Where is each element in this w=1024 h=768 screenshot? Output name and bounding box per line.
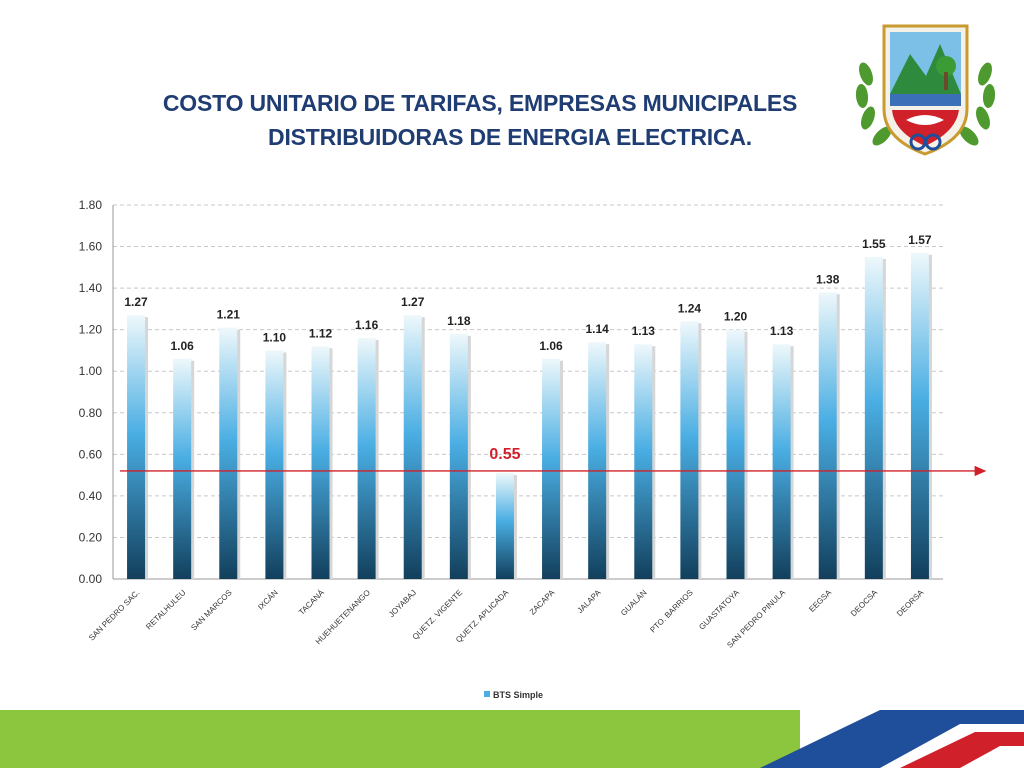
legend: BTS Simple (484, 690, 543, 700)
bar (588, 342, 607, 579)
data-label: 1.06 (170, 339, 194, 353)
x-category-label: GUALÁN (619, 588, 649, 618)
x-category-label: EEGSA (807, 588, 833, 614)
data-label: 1.38 (816, 272, 840, 286)
bar (311, 346, 330, 579)
y-axis: 0.00 0.20 0.40 0.60 0.80 1.00 1.20 1.40 1.60 1.80 (79, 198, 114, 586)
page-title: COSTO UNITARIO DE TARIFAS, EMPRESAS MUNI… (130, 86, 830, 154)
x-category-label: DEOCSA (849, 588, 880, 619)
x-category-label: DEORSA (895, 588, 926, 619)
bar (219, 327, 238, 579)
y-tick-label: 1.60 (79, 240, 103, 254)
bar (357, 337, 376, 579)
footer-stripes (0, 710, 1024, 768)
x-category-label: PTO. BARRIOS (648, 588, 695, 635)
y-tick-label: 0.40 (79, 489, 103, 503)
data-label: 1.16 (355, 318, 379, 332)
bar (726, 329, 745, 579)
bar (818, 292, 837, 579)
data-label: 1.06 (539, 339, 563, 353)
y-tick-label: 1.00 (79, 364, 103, 378)
data-label: 1.27 (401, 295, 425, 309)
title-line-1: COSTO UNITARIO DE TARIFAS, EMPRESAS MUNI… (162, 90, 798, 116)
x-category-label: ZACAPA (528, 588, 557, 617)
x-category-label: TACANÁ (297, 588, 326, 617)
x-category-label: JALAPA (576, 588, 603, 615)
x-category-label: RETALHULEU (144, 588, 188, 632)
x-axis-category-labels: SAN PEDRO SAC. RETALHULEU SAN MARCOS IXCÁN T… (87, 588, 926, 650)
data-label: 1.10 (263, 330, 287, 344)
bar-series (127, 252, 932, 580)
y-tick-label: 0.20 (79, 530, 103, 544)
y-tick-label: 1.20 (79, 323, 103, 337)
bar (495, 473, 514, 579)
data-label: 1.13 (632, 324, 656, 338)
data-label: 1.20 (724, 310, 748, 324)
data-label: 1.12 (309, 326, 333, 340)
bar (265, 350, 284, 579)
x-category-label: QUETZ. VIGENTE (411, 588, 465, 642)
x-category-label: IXCÁN (256, 588, 280, 612)
x-category-label: SAN PEDRO SAC. (87, 588, 141, 642)
bar (772, 344, 791, 579)
bar (680, 321, 699, 579)
gridlines (113, 204, 943, 580)
y-tick-label: 1.40 (79, 281, 103, 295)
data-labels: 1.27 1.06 1.21 1.10 1.12 1.16 1.27 1.18 1.06 1.14… (124, 233, 932, 353)
data-label: 1.55 (862, 237, 886, 251)
data-label: 1.57 (908, 233, 932, 247)
reference-line-group: 0.55 (120, 446, 987, 477)
y-tick-label: 0.60 (79, 447, 103, 461)
data-label: 1.14 (585, 322, 609, 336)
legend-label: BTS Simple (493, 690, 543, 700)
y-tick-label: 1.80 (79, 198, 103, 212)
bar (173, 358, 192, 579)
y-tick-label: 0.80 (79, 406, 103, 420)
data-label: 1.18 (447, 314, 471, 328)
data-label: 1.21 (217, 308, 241, 322)
data-label: 1.27 (124, 295, 148, 309)
data-label: 1.13 (770, 324, 794, 338)
bar (864, 256, 883, 579)
legend-swatch (484, 691, 490, 697)
x-category-label: GUASTATOYA (697, 588, 741, 632)
bar (127, 315, 146, 579)
bar (634, 344, 653, 579)
bar-chart: 0.00 0.20 0.40 0.60 0.80 1.00 1.20 1.40 1.60 1.80… (79, 198, 987, 700)
bar (910, 252, 929, 580)
bar (403, 315, 422, 579)
municipal-crest-logo (855, 24, 996, 156)
bar (542, 358, 561, 579)
title-line-2: DISTRIBUIDORAS DE ENERGIA ELECTRICA. (268, 124, 752, 150)
bar (449, 333, 468, 579)
x-category-label: SAN MARCOS (189, 588, 233, 632)
x-category-label: JOYABAJ (387, 588, 418, 619)
y-tick-label: 0.00 (79, 572, 103, 586)
data-label: 1.24 (678, 301, 702, 315)
reference-line-label: 0.55 (489, 446, 520, 463)
